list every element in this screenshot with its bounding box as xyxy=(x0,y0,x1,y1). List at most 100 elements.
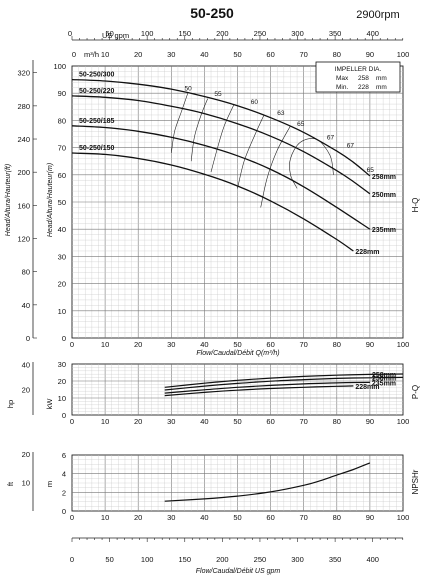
tick-label-usgpm-bottom: 0 xyxy=(70,555,74,564)
side-label-npshr: NPSHr xyxy=(411,469,420,494)
tick-label-power-kw: 20 xyxy=(58,377,66,386)
tick-label-flow-m3h-top: 10 xyxy=(101,50,109,59)
tick-label-head-ft: 40 xyxy=(22,301,30,310)
axis-label-npsh-ft: ft xyxy=(6,481,15,486)
tick-label-head-ft: 160 xyxy=(17,201,30,210)
efficiency-label: 63 xyxy=(277,110,285,117)
tick-label-flow-m3h-pq: 40 xyxy=(200,417,208,426)
tick-label-npsh-m: 6 xyxy=(62,451,66,460)
tick-label-flow-m3h-npsh: 90 xyxy=(366,513,374,522)
tick-label-flow-m3h-pq: 60 xyxy=(266,417,274,426)
efficiency-label: 65 xyxy=(367,167,375,174)
tick-label-head-m: 30 xyxy=(58,252,66,261)
tick-label-head-m: 10 xyxy=(58,307,66,316)
tick-label-npsh-m: 4 xyxy=(62,470,66,479)
tick-label-flow-m3h-pq: 90 xyxy=(366,417,374,426)
pq-curve-end-label: 235mm xyxy=(372,380,396,387)
tick-label-head-m: 100 xyxy=(53,62,66,71)
impeller-box-title: IMPELLER DIA. xyxy=(335,66,382,73)
side-label-pq: P-Q xyxy=(411,385,420,399)
impeller-max-unit: mm xyxy=(376,75,387,82)
tick-label-head-ft: 280 xyxy=(17,102,30,111)
tick-label-flow-m3h-npsh: 0 xyxy=(70,513,74,522)
hq-curve-end-label: 228mm xyxy=(355,249,379,256)
pq-curve-250mm xyxy=(164,376,404,391)
tick-label-flow-m3h-pq: 30 xyxy=(167,417,175,426)
impeller-min-unit: mm xyxy=(376,84,387,91)
tick-label-head-m: 90 xyxy=(58,89,66,98)
tick-label-head-m: 50 xyxy=(58,198,66,207)
tick-label-flow-m3h-npsh: 50 xyxy=(233,513,241,522)
tick-label-flow-m3h-npsh: 70 xyxy=(300,513,308,522)
tick-label-flow-m3h: 70 xyxy=(300,340,308,349)
axis-label-power-hp: hp xyxy=(6,400,15,408)
tick-label-npsh-ft: 20 xyxy=(22,450,30,459)
tick-label-usgpm-top: 150 xyxy=(179,29,192,38)
tick-label-usgpm-bottom: 250 xyxy=(254,555,267,564)
chart-title: 50-250 xyxy=(190,5,234,21)
efficiency-contour xyxy=(289,138,334,189)
efficiency-label: 50 xyxy=(185,85,193,92)
impeller-max-value: 258 xyxy=(358,75,369,82)
tick-label-head-m: 40 xyxy=(58,225,66,234)
tick-label-usgpm-bottom: 100 xyxy=(141,555,154,564)
tick-label-npsh-m: 0 xyxy=(62,507,66,516)
tick-label-head-ft: 320 xyxy=(17,69,30,78)
tick-label-usgpm-top: 300 xyxy=(291,29,304,38)
tick-label-head-ft: 0 xyxy=(26,334,30,343)
tick-label-flow-m3h-npsh: 20 xyxy=(134,513,142,522)
hq-curve-name: 50-250/185 xyxy=(79,118,115,125)
tick-label-flow-m3h: 50 xyxy=(233,340,241,349)
tick-label-power-kw: 10 xyxy=(58,394,66,403)
hq-curve-name: 50-250/150 xyxy=(79,145,115,152)
tick-label-npsh-m: 2 xyxy=(62,488,66,497)
pq-curve-258mm xyxy=(164,373,404,388)
tick-label-usgpm-bottom: 350 xyxy=(329,555,342,564)
efficiency-contours: 50 55 60 63 65 67 67 65 xyxy=(171,85,375,208)
pq-curve-end-label: 228mm xyxy=(355,384,379,391)
tick-label-flow-m3h-npsh: 80 xyxy=(333,513,341,522)
tick-label-flow-m3h: 0 xyxy=(70,340,74,349)
tick-label-flow-m3h-top: 40 xyxy=(200,50,208,59)
tick-label-usgpm-top: 50 xyxy=(105,29,113,38)
axis-label-npsh-m: m xyxy=(45,481,54,487)
tick-label-flow-m3h-npsh: 40 xyxy=(200,513,208,522)
impeller-min-label: Min. xyxy=(336,84,348,91)
tick-label-usgpm-top: 200 xyxy=(216,29,229,38)
efficiency-label: 67 xyxy=(327,134,335,141)
efficiency-label: 60 xyxy=(251,99,259,106)
tick-label-head-m: 70 xyxy=(58,144,66,153)
tick-label-head-m: 20 xyxy=(58,280,66,289)
tick-label-usgpm-top: 400 xyxy=(366,29,379,38)
tick-label-flow-m3h: 20 xyxy=(134,340,142,349)
tick-label-head-ft: 120 xyxy=(17,235,30,244)
hq-curve-250mm xyxy=(71,95,371,195)
hq-curve-end-label: 250mm xyxy=(372,192,396,199)
tick-label-head-ft: 240 xyxy=(17,135,30,144)
efficiency-contour xyxy=(210,103,235,173)
tick-label-flow-m3h: 60 xyxy=(266,340,274,349)
pq-curve-end-label: 258mm xyxy=(372,372,396,379)
hq-curve-258mm xyxy=(71,78,371,177)
efficiency-label: 65 xyxy=(297,121,305,128)
tick-label-usgpm-bottom: 200 xyxy=(216,555,229,564)
tick-label-usgpm-bottom: 400 xyxy=(366,555,379,564)
speed-label: 2900rpm xyxy=(356,9,399,21)
tick-label-flow-m3h-pq: 100 xyxy=(397,417,410,426)
tick-label-flow-m3h-npsh: 60 xyxy=(266,513,274,522)
efficiency-contour xyxy=(237,114,265,189)
tick-label-flow-m3h-pq: 80 xyxy=(333,417,341,426)
hq-curve-end-label: 258mm xyxy=(372,174,396,181)
tick-label-usgpm-bottom: 150 xyxy=(179,555,192,564)
efficiency-contour xyxy=(260,125,291,208)
npshr-curve xyxy=(164,462,371,502)
tick-label-usgpm-bottom: 50 xyxy=(105,555,113,564)
tick-label-flow-m3h: 80 xyxy=(333,340,341,349)
tick-label-flow-m3h-npsh: 30 xyxy=(167,513,175,522)
tick-label-flow-m3h: 40 xyxy=(200,340,208,349)
hq-curve-name: 50-250/300 xyxy=(79,72,115,79)
tick-label-head-ft: 80 xyxy=(22,268,30,277)
tick-label-flow-m3h: 10 xyxy=(101,340,109,349)
grid-layer xyxy=(71,65,404,512)
tick-label-flow-m3h-top: 100 xyxy=(397,50,410,59)
